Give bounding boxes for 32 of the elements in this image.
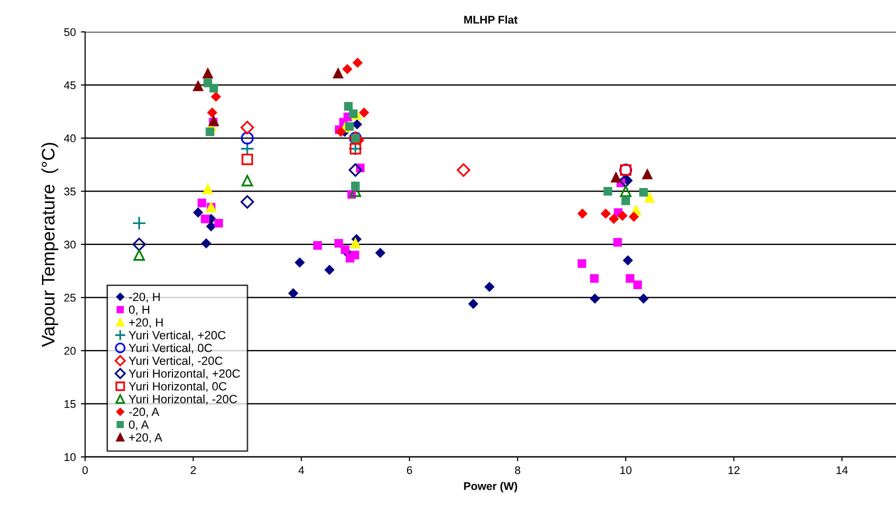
legend-label: Yuri Horizontal, +20C: [128, 369, 240, 380]
chart-title: MLHP Flat: [464, 15, 518, 24]
x-tick-label: 0: [82, 466, 88, 474]
x-tick-label: 6: [406, 466, 412, 474]
legend-label: +20, A: [129, 433, 162, 443]
x-tick-label: 14: [836, 466, 848, 474]
x-tick-label: 8: [514, 466, 520, 474]
legend-label: -20, H: [129, 292, 160, 302]
y-tick-label: 35: [64, 188, 76, 196]
y-axis-title: Vapour Temperature (°C): [41, 142, 58, 347]
y-tick-label: 40: [64, 134, 76, 142]
x-axis-title: Power (W): [464, 482, 518, 492]
x-tick-label: 12: [728, 466, 740, 474]
y-tick-label: 45: [64, 81, 76, 90]
x-tick-label: 4: [298, 466, 304, 474]
x-tick-label: 10: [620, 466, 632, 474]
legend-label: Yuri Vertical, +20C: [128, 330, 226, 341]
legend-label: -20, A: [129, 408, 160, 418]
y-tick-label: 25: [64, 294, 76, 302]
x-tick-label: 2: [190, 466, 196, 474]
legend-label: 0, A: [128, 420, 149, 430]
legend-label: Yuri Horizontal, 0C: [128, 382, 226, 392]
y-tick-label: 20: [64, 346, 76, 355]
y-tick-label: 15: [64, 400, 76, 408]
y-tick-label: 30: [64, 240, 76, 249]
legend-label: 0, H: [128, 305, 150, 316]
legend-label: Yuri Vertical, 0C: [128, 343, 212, 354]
legend-label: Yuri Vertical, -20C: [128, 356, 223, 366]
legend-label: +20, H: [129, 318, 163, 328]
y-tick-label: 50: [64, 28, 76, 36]
y-tick-label: 10: [64, 453, 76, 462]
legend-label: Yuri Horizontal, -20C: [128, 394, 237, 405]
